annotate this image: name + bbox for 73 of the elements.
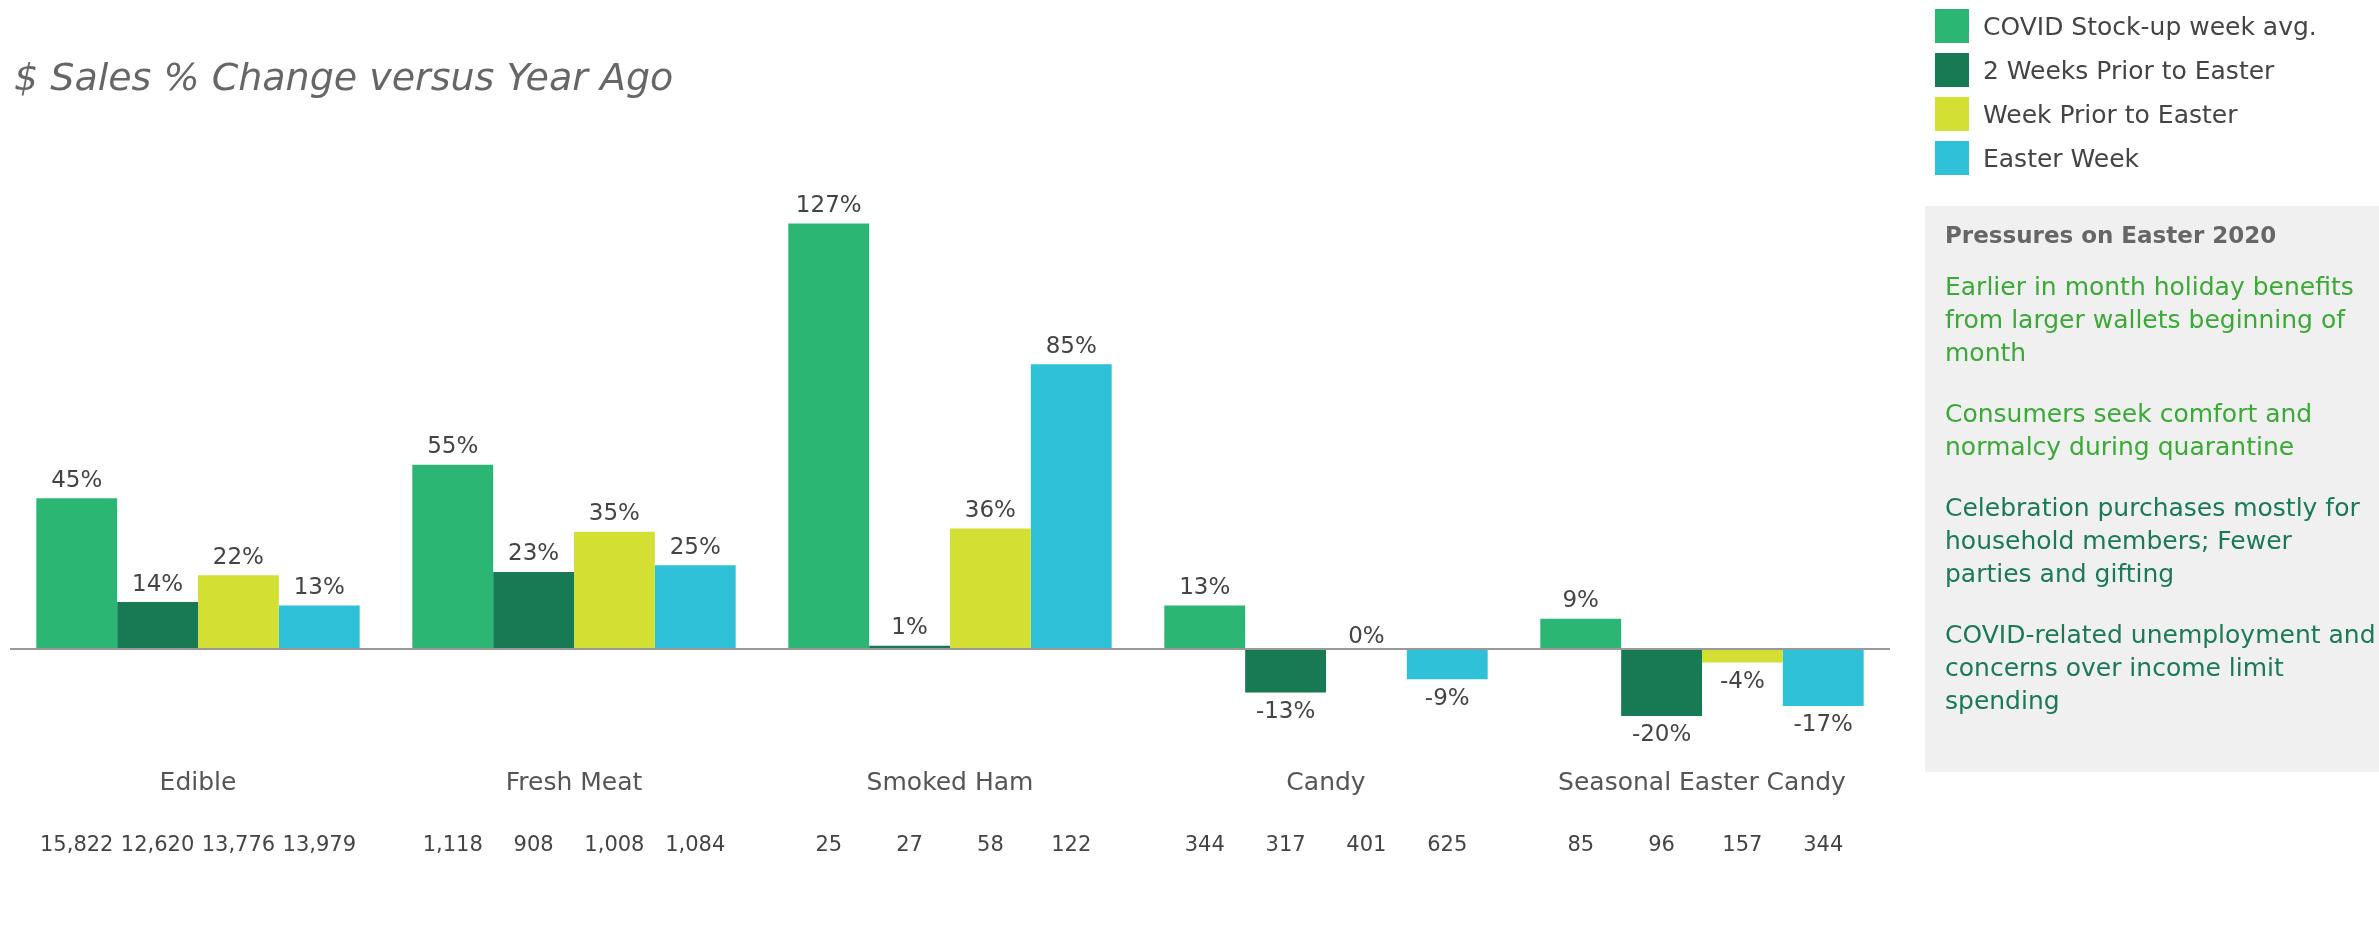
bar bbox=[654, 565, 736, 649]
data-label: 13% bbox=[1179, 572, 1231, 599]
chart-title: $ Sales % Change versus Year Ago bbox=[14, 55, 674, 99]
text: Celebration purchases mostly for household members; Fewer parties and gifting bbox=[1945, 492, 2361, 590]
bar bbox=[574, 531, 655, 649]
bar bbox=[1164, 605, 1246, 649]
data-label: -13% bbox=[1255, 697, 1316, 724]
text: 344 bbox=[1803, 832, 1844, 857]
data-label: 9% bbox=[1562, 586, 1599, 613]
text: 401 bbox=[1346, 832, 1387, 857]
text: 317 bbox=[1265, 832, 1306, 857]
text: 1,118 bbox=[422, 832, 483, 857]
legend-label: Week Prior to Easter bbox=[1983, 99, 2238, 129]
legend-label: Easter Week bbox=[1983, 143, 2140, 173]
bar bbox=[412, 464, 494, 649]
text: Consumers seek comfort and normalcy during quarantine bbox=[1945, 398, 2314, 463]
bar bbox=[1406, 649, 1488, 680]
text: COVID-related unemployment and concerns over income limit spending bbox=[1945, 619, 2377, 717]
text: 13,979 bbox=[282, 832, 356, 857]
data-label: 85% bbox=[1045, 331, 1097, 358]
data-label: 23% bbox=[508, 539, 560, 566]
bar bbox=[788, 223, 870, 649]
data-label: 22% bbox=[212, 542, 264, 569]
legend-label: 2 Weeks Prior to Easter bbox=[1983, 55, 2275, 85]
bar bbox=[278, 605, 360, 649]
text: 12,620 bbox=[120, 832, 195, 857]
bar bbox=[1540, 618, 1622, 649]
data-label: 55% bbox=[427, 432, 479, 459]
data-label: -4% bbox=[1720, 666, 1765, 693]
bar bbox=[1702, 649, 1783, 663]
data-label: -9% bbox=[1424, 683, 1470, 710]
data-label: -17% bbox=[1793, 710, 1853, 737]
text: 157 bbox=[1722, 832, 1763, 857]
legend-label: COVID Stock-up week avg. bbox=[1983, 11, 2317, 41]
bar bbox=[1245, 649, 1326, 693]
data-label: 127% bbox=[795, 191, 862, 218]
data-label: 14% bbox=[132, 569, 184, 596]
text: 13,776 bbox=[201, 832, 276, 857]
data-label: 45% bbox=[51, 465, 103, 492]
bar bbox=[117, 602, 198, 649]
data-label: 13% bbox=[293, 572, 345, 599]
data-label: 0% bbox=[1348, 622, 1385, 649]
text: Pressures on Easter 2020 bbox=[1945, 222, 2278, 248]
text: 625 bbox=[1427, 832, 1468, 857]
text: 58 bbox=[977, 832, 1004, 857]
text: 122 bbox=[1051, 832, 1092, 857]
text: 344 bbox=[1184, 832, 1225, 857]
bar bbox=[493, 571, 574, 649]
data-label: 36% bbox=[964, 495, 1016, 522]
bar bbox=[198, 575, 279, 649]
x-tick-label: Smoked Ham bbox=[866, 766, 1034, 796]
data-label: 1% bbox=[891, 613, 928, 640]
text: 27 bbox=[896, 832, 923, 857]
data-label: -20% bbox=[1631, 720, 1692, 747]
text: Earlier in month holiday benefits from larger wallets beginning of month bbox=[1945, 271, 2355, 369]
bar bbox=[1030, 364, 1112, 649]
x-tick-label: Edible bbox=[159, 766, 237, 796]
text: 1,008 bbox=[584, 832, 645, 857]
bar bbox=[36, 498, 118, 649]
text: 85 bbox=[1567, 832, 1595, 857]
bar bbox=[950, 528, 1031, 649]
text: 15,822 bbox=[40, 832, 114, 857]
text: 1,084 bbox=[665, 832, 726, 857]
bar bbox=[1782, 649, 1864, 706]
data-label: 35% bbox=[588, 499, 640, 526]
text: 96 bbox=[1648, 832, 1675, 857]
x-tick-label: Fresh Meat bbox=[505, 766, 643, 796]
x-tick-label: Seasonal Easter Candy bbox=[1558, 766, 1847, 796]
text: 25 bbox=[815, 832, 843, 857]
bar bbox=[1621, 649, 1702, 716]
data-label: 25% bbox=[669, 532, 721, 559]
text: 908 bbox=[513, 832, 554, 857]
x-tick-label: Candy bbox=[1286, 766, 1366, 796]
